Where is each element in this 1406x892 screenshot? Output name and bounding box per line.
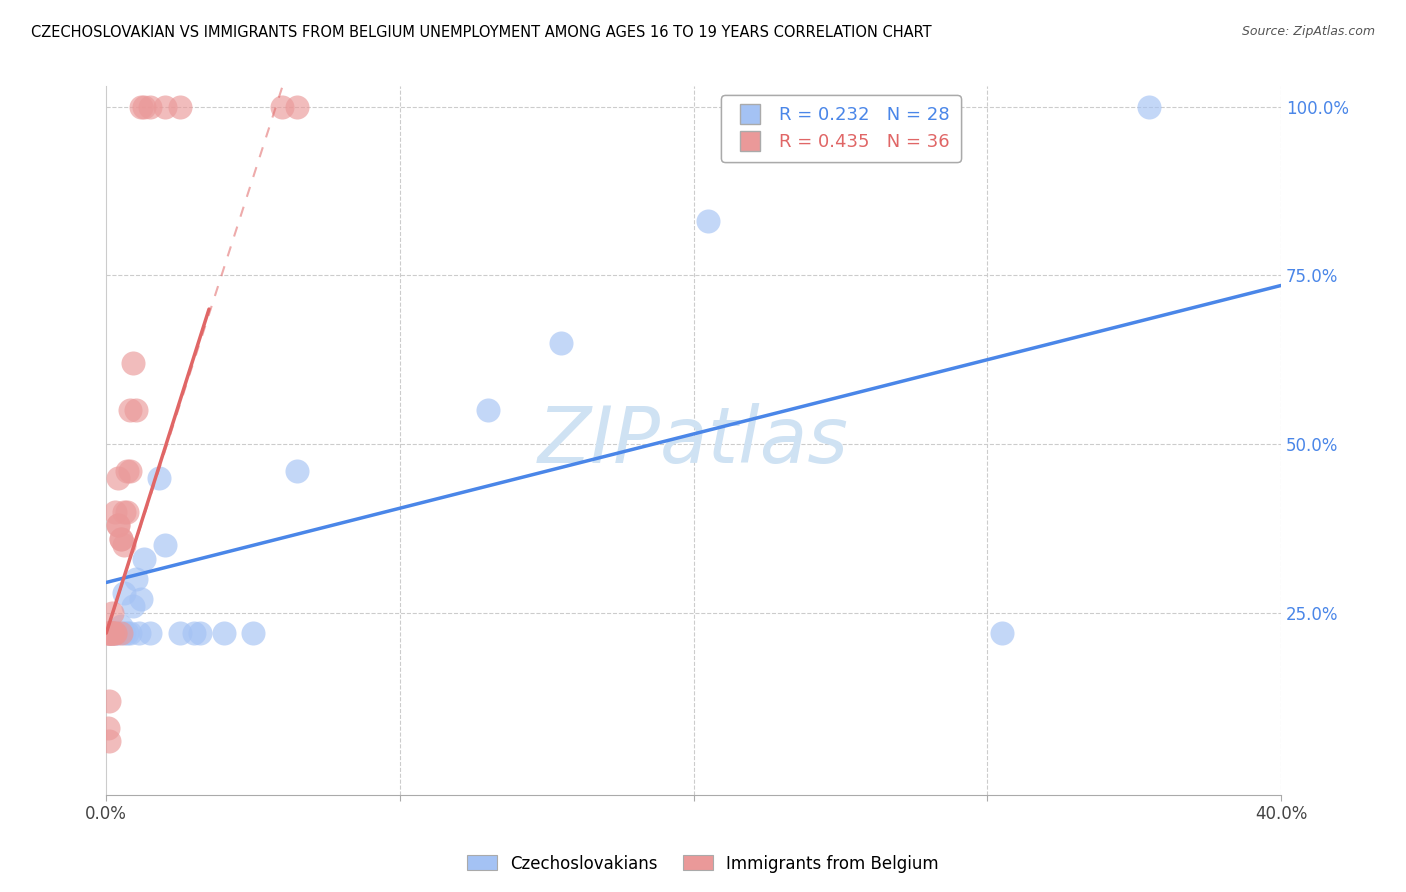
Point [115,505,138,519]
Point [118,626,141,640]
Point [101,606,124,620]
Point [1137,100,1160,114]
Point [139,626,162,640]
Point [183,626,205,640]
Point [550,335,572,350]
Text: Source: ZipAtlas.com: Source: ZipAtlas.com [1241,25,1375,38]
Point [112,538,135,552]
Legend: Czechoslovakians, Immigrants from Belgium: Czechoslovakians, Immigrants from Belgiu… [460,848,946,880]
Point [98,626,121,640]
Point [134,551,156,566]
Point [98,693,121,707]
Point [107,626,129,640]
Point [115,626,138,640]
Point [212,626,235,640]
Point [991,626,1014,640]
Text: CZECHOSLOVAKIAN VS IMMIGRANTS FROM BELGIUM UNEMPLOYMENT AMONG AGES 16 TO 19 YEAR: CZECHOSLOVAKIAN VS IMMIGRANTS FROM BELGI… [31,25,932,40]
Point [98,734,121,748]
Point [104,626,127,640]
Point [98,626,121,640]
Point [101,626,124,640]
Point [115,464,138,478]
Point [110,532,132,546]
Point [107,518,129,533]
Point [153,538,176,552]
Point [110,619,132,633]
Point [101,626,124,640]
Point [101,626,124,640]
Point [107,518,129,533]
Point [124,572,146,586]
Point [118,464,141,478]
Point [97,626,120,640]
Point [107,471,129,485]
Point [153,100,176,114]
Point [98,626,121,640]
Point [101,626,124,640]
Point [285,100,308,114]
Point [148,471,170,485]
Point [285,464,308,478]
Point [169,100,191,114]
Point [169,626,191,640]
Point [128,626,150,640]
Point [100,626,122,640]
Point [104,505,127,519]
Point [121,356,143,370]
Point [124,403,146,417]
Point [110,626,132,640]
Point [104,626,127,640]
Y-axis label: Unemployment Among Ages 16 to 19 years: Unemployment Among Ages 16 to 19 years [0,259,8,623]
Point [97,721,120,735]
Point [112,626,135,640]
Point [118,403,141,417]
Point [131,100,153,114]
Point [131,592,153,607]
Point [112,505,135,519]
Point [110,532,132,546]
Text: ZIPatlas: ZIPatlas [538,402,849,479]
Point [477,403,499,417]
Legend: R = 0.232   N = 28, R = 0.435   N = 36: R = 0.232 N = 28, R = 0.435 N = 36 [721,95,960,162]
Point [97,626,120,640]
Point [188,626,211,640]
Point [697,214,720,228]
Point [271,100,294,114]
Point [139,100,162,114]
Point [104,626,127,640]
Point [121,599,143,613]
Point [134,100,156,114]
Point [112,585,135,599]
Point [242,626,264,640]
